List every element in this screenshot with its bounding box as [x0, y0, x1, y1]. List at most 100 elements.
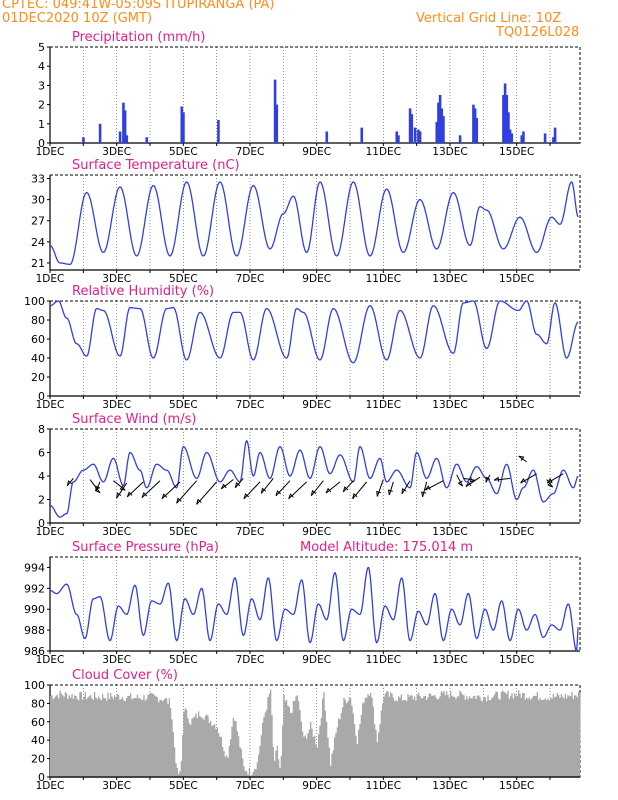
wind-arrow-shaft	[456, 474, 464, 487]
wind-arrow-shaft	[288, 481, 308, 500]
y-tick-label: 80	[31, 314, 45, 327]
y-tick-label: 100	[24, 679, 45, 692]
wind-arrow-head	[119, 485, 126, 491]
wind-arrow-shaft	[260, 478, 274, 494]
wind-arrow-head	[401, 488, 407, 494]
x-tick-label: 13DEC	[432, 654, 467, 666]
x-tick-label: 1DEC	[36, 399, 65, 411]
wind-arrow-shaft	[89, 479, 101, 493]
precip-bar	[473, 108, 477, 143]
wind-arrow-shaft	[422, 481, 428, 498]
y-tick-label: 20	[31, 371, 45, 384]
x-tick-label: 3DEC	[102, 526, 131, 538]
precip-bar	[510, 133, 514, 143]
precip-bar	[505, 95, 509, 143]
precip-bar	[507, 112, 510, 143]
wind-arrow-shaft	[234, 478, 244, 489]
precip-bar	[360, 127, 364, 143]
precip-bar	[408, 108, 412, 143]
wind-arrow-head	[485, 476, 491, 483]
precip-bar	[472, 104, 475, 143]
plot-frame	[49, 46, 581, 144]
wind-arrow-shaft	[376, 479, 384, 497]
wind-arrow-head	[275, 490, 282, 496]
wind-arrow-shaft	[126, 481, 144, 498]
wind-arrow-head	[260, 487, 267, 494]
y-tick-label: 2	[38, 99, 45, 112]
wind-arrow-head	[310, 489, 317, 496]
x-tick-label: 13DEC	[432, 146, 467, 158]
wind-arrow-shaft	[243, 481, 261, 500]
precip-bar	[145, 137, 149, 143]
x-tick-label: 3DEC	[102, 146, 131, 158]
wind-arrow-head	[243, 493, 250, 499]
precip-bar	[397, 135, 400, 143]
wind-arrow-shaft	[95, 481, 101, 492]
wind-arrow-head	[421, 491, 427, 498]
y-tick-label: 30	[31, 194, 45, 207]
precip-bar	[437, 102, 440, 143]
precip-bar	[503, 83, 507, 143]
wind-arrow-shaft	[520, 473, 537, 484]
precip-bar	[325, 131, 329, 143]
wind-arrow-shaft	[493, 477, 511, 481]
y-tick-label: 994	[24, 561, 45, 574]
precip-bar	[552, 137, 555, 143]
x-tick-label: 7DEC	[236, 146, 265, 158]
precip-bar	[543, 133, 547, 143]
precip-bar	[118, 131, 122, 143]
precip-bar	[553, 127, 557, 143]
wind-arrow-head	[465, 481, 472, 487]
wind-arrow-shaft	[176, 480, 198, 504]
x-tick-label: 3DEC	[102, 654, 131, 666]
x-tick-label: 5DEC	[169, 146, 198, 158]
wind-arrow-head	[376, 490, 382, 497]
x-tick-label: 9DEC	[302, 399, 331, 411]
wind-arrow-shaft	[196, 481, 218, 505]
y-tick-label: 1	[38, 118, 45, 131]
header-station: CPTEC: 049:41W-05:09S ITUPIRANGA (PA)	[2, 0, 275, 12]
x-tick-label: 7DEC	[236, 654, 265, 666]
precip-bar	[273, 79, 277, 143]
x-tick-label: 5DEC	[169, 526, 198, 538]
precip-bar	[440, 108, 444, 143]
precip-bar	[275, 104, 279, 143]
wind-arrow-shaft	[352, 481, 368, 500]
wind-arrow-shaft	[161, 481, 181, 500]
x-tick-label: 1DEC	[36, 526, 65, 538]
x-tick-label: 11DEC	[366, 526, 401, 538]
panel-title: Surface Pressure (hPa)	[72, 540, 219, 555]
header-model-code: TQ0126L028	[496, 25, 580, 40]
precip-bar	[122, 102, 125, 143]
series-line	[49, 300, 579, 364]
precip-bar	[98, 123, 102, 143]
wind-arrow-head	[196, 498, 202, 505]
cloud-cover-area	[50, 689, 581, 777]
x-tick-label: 7DEC	[236, 780, 265, 792]
wind-arrow-head	[95, 485, 100, 492]
y-tick-label: 60	[31, 716, 45, 729]
x-tick-label: 15DEC	[499, 146, 534, 158]
wind-arrow-shaft	[221, 479, 234, 490]
series-line	[49, 181, 579, 266]
precip-bar	[217, 119, 220, 143]
wind-arrow-shaft	[401, 480, 411, 495]
panel-title: Surface Wind (m/s)	[72, 412, 196, 427]
header-grid-note: Vertical Grid Line: 10Z	[416, 11, 562, 26]
x-tick-label: 11DEC	[366, 273, 401, 285]
wind-arrow-head	[387, 489, 393, 496]
x-tick-label: 15DEC	[499, 273, 534, 285]
panel-2: 0 20 40 60 80 100 1DEC 3DEC 5DEC 7DEC 9DEC 11DEC 13D…	[24, 284, 581, 411]
wind-arrow-head	[220, 483, 227, 490]
x-tick-label: 13DEC	[432, 399, 467, 411]
y-tick-label: 992	[24, 582, 45, 595]
wind-arrow-head	[116, 492, 122, 499]
plot-frame	[49, 174, 581, 271]
precip-bar	[458, 135, 462, 143]
y-tick-label: 0	[38, 390, 45, 403]
panel-3: 0 2 4 6 8 1DEC 3DEC 5DEC 7DEC 9DEC 11DEC 13DEC 15DEC…	[36, 412, 581, 538]
wind-arrow-head	[325, 487, 332, 494]
x-tick-label: 11DEC	[366, 780, 401, 792]
y-tick-label: 5	[38, 41, 45, 54]
